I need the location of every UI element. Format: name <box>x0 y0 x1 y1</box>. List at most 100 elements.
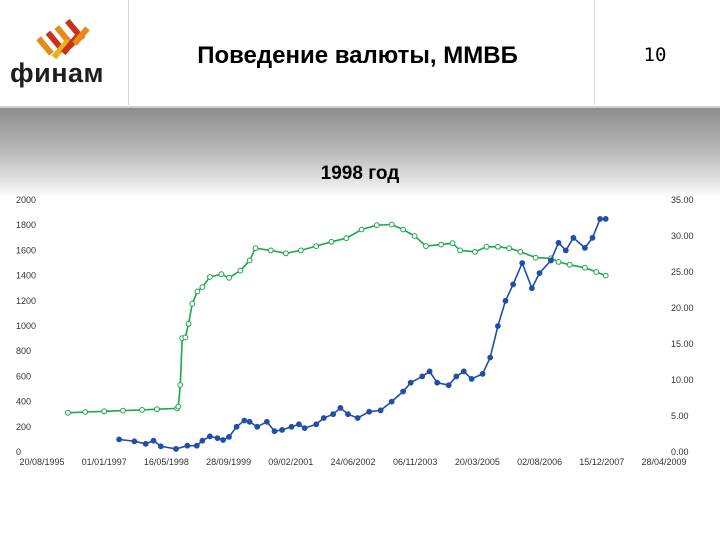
y-left-tick-label: 600 <box>16 371 31 381</box>
blue-series-point <box>116 436 122 443</box>
blue-series-point <box>220 437 226 443</box>
x-tick-label: 24/06/2002 <box>330 457 375 467</box>
green-series-point <box>400 226 407 233</box>
blue-series-point <box>570 234 577 241</box>
blue-series-point <box>193 442 200 449</box>
green-series-point <box>517 248 524 255</box>
green-series-point <box>226 274 232 281</box>
y-right-tick-label: 5.00 <box>671 411 689 421</box>
blue-series-point <box>226 433 232 440</box>
blue-series-point <box>562 247 569 254</box>
chart-title: 1998 год <box>320 163 400 184</box>
blue-series-point <box>142 440 149 447</box>
green-series-point <box>139 407 145 413</box>
blue-series-point <box>337 404 344 411</box>
blue-series-point <box>494 323 501 329</box>
blue-series-line <box>119 218 606 450</box>
green-series-point <box>495 243 501 250</box>
green-series-point <box>388 221 395 228</box>
green-series-point <box>313 243 320 250</box>
green-series-point <box>246 257 253 264</box>
green-series-point <box>457 247 464 254</box>
green-series-point <box>411 233 418 239</box>
green-series-point <box>207 274 213 280</box>
blue-series-point <box>460 368 467 375</box>
blue-series-point <box>602 215 609 222</box>
green-series-point <box>602 272 609 279</box>
green-series-point <box>328 238 335 245</box>
green-series-point <box>298 247 304 254</box>
y-left-tick-label: 2000 <box>16 195 36 205</box>
green-series-point <box>101 408 108 415</box>
blue-series-point <box>206 433 213 440</box>
blue-series-point <box>589 234 596 241</box>
blue-series-point <box>555 239 562 246</box>
blue-series-point <box>173 445 179 452</box>
blue-series-point <box>502 297 509 304</box>
x-tick-label: 09/02/2001 <box>268 457 313 467</box>
blue-series-point <box>388 398 395 405</box>
blue-series-point <box>529 285 535 292</box>
y-right-tick-label: 30.00 <box>671 231 694 241</box>
blue-series-point <box>150 437 157 444</box>
blue-series-point <box>519 260 526 266</box>
blue-series-point <box>184 442 191 449</box>
green-series-point <box>555 259 562 265</box>
x-tick-label: 16/05/1998 <box>144 457 189 467</box>
x-tick-label: 06/11/2003 <box>393 457 437 467</box>
green-series-point <box>532 254 539 261</box>
y-left-tick-label: 400 <box>16 397 31 407</box>
green-series-point <box>199 284 206 291</box>
y-right-tick-label: 20.00 <box>671 303 694 313</box>
green-series-point <box>182 334 189 341</box>
blue-series-point <box>445 382 452 389</box>
blue-series-point <box>320 415 327 421</box>
y-left-tick-label: 0 <box>16 447 21 457</box>
x-tick-label: 02/08/2006 <box>517 457 562 467</box>
blue-series-point <box>434 379 441 386</box>
green-series-point <box>82 409 89 415</box>
green-series-point <box>438 241 445 248</box>
blue-series-point <box>582 244 588 251</box>
green-series-point <box>506 245 513 252</box>
page-number: 10 <box>643 44 667 66</box>
green-series-point <box>267 247 274 254</box>
x-tick-label: 28/04/2009 <box>641 457 686 467</box>
blue-series-point <box>131 438 138 445</box>
green-series-point <box>593 269 600 275</box>
slide-header: финам Поведение валюты, ММВБ 10 <box>0 0 720 108</box>
blue-series-point <box>241 417 248 424</box>
logo-text: финам <box>10 58 105 88</box>
blue-series-point <box>313 421 320 428</box>
blue-series-point <box>345 411 351 418</box>
y-left-tick-label: 1800 <box>16 220 36 230</box>
green-series-point <box>218 271 225 278</box>
blue-series-point <box>377 407 384 414</box>
green-series-point <box>582 264 588 271</box>
blue-series-point <box>479 370 486 377</box>
blue-series-point <box>419 373 426 380</box>
blue-series-point <box>426 368 433 375</box>
blue-series-point <box>510 281 516 288</box>
green-series-line <box>67 223 606 414</box>
green-series-point <box>252 245 259 252</box>
blue-series-point <box>199 437 206 444</box>
header-divider <box>128 0 129 105</box>
blue-series-point <box>487 354 494 361</box>
blue-series-point <box>214 435 221 441</box>
green-series-point <box>189 300 196 307</box>
green-series-point <box>358 226 365 233</box>
header-shadow-line <box>0 106 720 108</box>
green-series-point <box>343 235 350 242</box>
green-series-point <box>154 406 160 413</box>
blue-series-point <box>354 415 361 421</box>
blue-series-point <box>366 408 373 415</box>
blue-series-point <box>330 411 336 418</box>
x-tick-label: 28/09/1999 <box>206 457 251 467</box>
blue-series-point <box>536 270 543 276</box>
blue-series-point <box>271 428 278 435</box>
blue-series-point <box>295 421 302 428</box>
blue-series-point <box>453 373 460 380</box>
x-tick-label: 01/01/1997 <box>82 457 127 467</box>
green-series-point <box>449 240 456 247</box>
